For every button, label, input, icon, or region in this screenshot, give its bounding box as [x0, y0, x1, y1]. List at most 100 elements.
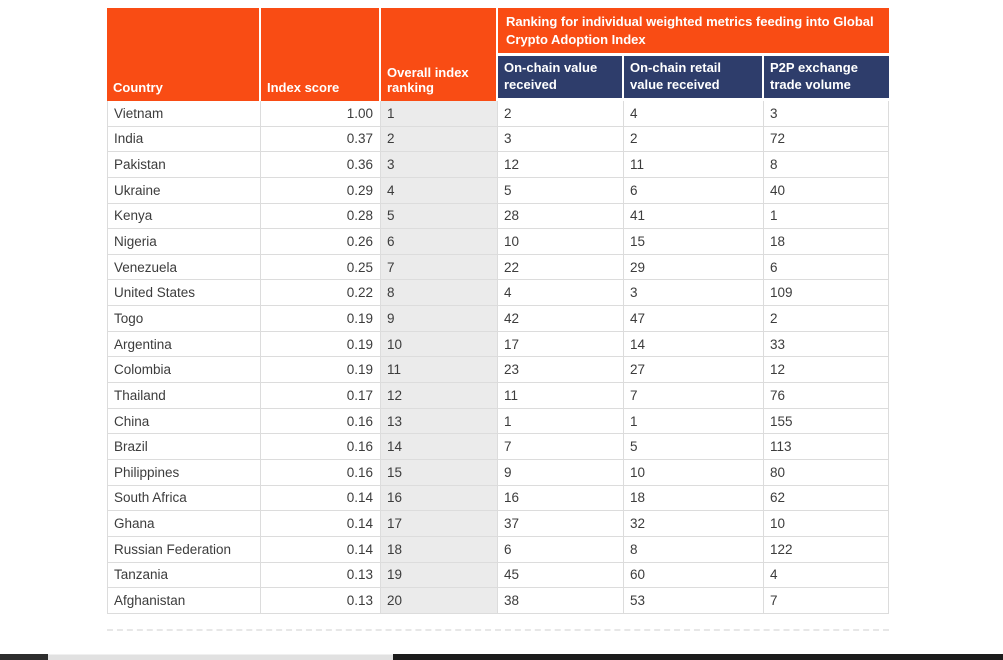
- table-row: Vietnam 1.00 1 2 4 3: [107, 101, 889, 127]
- table-row: Thailand 0.17 12 11 7 76: [107, 383, 889, 409]
- index-score-cell: 0.16: [261, 408, 381, 435]
- table-row: Afghanistan 0.13 20 38 53 7: [107, 588, 889, 614]
- on-chain-value-cell: 1: [498, 408, 624, 435]
- column-header-on-chain-retail: On-chain retail value received: [624, 56, 764, 101]
- overall-ranking-cell: 20: [381, 588, 498, 614]
- country-cell: Brazil: [107, 434, 261, 460]
- bottom-bar-left: [0, 654, 48, 660]
- table-row: Venezuela 0.25 7 22 29 6: [107, 254, 889, 281]
- on-chain-retail-cell: 11: [624, 152, 764, 178]
- overall-ranking-cell: 10: [381, 331, 498, 358]
- country-cell: Tanzania: [107, 562, 261, 589]
- on-chain-value-cell: 42: [498, 306, 624, 332]
- on-chain-value-cell: 38: [498, 588, 624, 614]
- index-score-cell: 0.19: [261, 357, 381, 384]
- country-cell: Pakistan: [107, 152, 261, 178]
- bottom-bar-middle: [48, 654, 393, 660]
- table-row: Russian Federation 0.14 18 6 8 122: [107, 536, 889, 563]
- country-cell: Nigeria: [107, 229, 261, 255]
- country-cell: Venezuela: [107, 254, 261, 281]
- column-header-country: Country: [107, 8, 261, 101]
- p2p-volume-cell: 6: [764, 254, 889, 281]
- table-row: Brazil 0.16 14 7 5 113: [107, 434, 889, 460]
- on-chain-value-cell: 10: [498, 229, 624, 255]
- index-score-cell: 0.26: [261, 229, 381, 255]
- overall-ranking-cell: 6: [381, 229, 498, 255]
- country-cell: Togo: [107, 306, 261, 332]
- overall-ranking-cell: 13: [381, 408, 498, 435]
- index-score-cell: 0.19: [261, 306, 381, 332]
- country-cell: Russian Federation: [107, 536, 261, 563]
- on-chain-retail-cell: 53: [624, 588, 764, 614]
- overall-ranking-cell: 19: [381, 562, 498, 589]
- index-score-cell: 0.16: [261, 434, 381, 460]
- on-chain-value-cell: 9: [498, 459, 624, 486]
- on-chain-retail-cell: 47: [624, 306, 764, 332]
- on-chain-retail-cell: 8: [624, 536, 764, 563]
- on-chain-value-cell: 5: [498, 177, 624, 204]
- on-chain-retail-cell: 18: [624, 485, 764, 512]
- index-score-cell: 0.17: [261, 383, 381, 409]
- column-header-on-chain-value: On-chain value received: [498, 56, 624, 101]
- table-row: Togo 0.19 9 42 47 2: [107, 306, 889, 332]
- index-score-cell: 0.13: [261, 562, 381, 589]
- adoption-index-table: Country Index score Overall index rankin…: [107, 8, 889, 614]
- metrics-banner-header: Ranking for individual weighted metrics …: [498, 8, 889, 56]
- country-cell: United States: [107, 280, 261, 307]
- p2p-volume-cell: 40: [764, 177, 889, 204]
- country-cell: India: [107, 126, 261, 153]
- country-cell: Thailand: [107, 383, 261, 409]
- p2p-volume-cell: 2: [764, 306, 889, 332]
- table-row: Nigeria 0.26 6 10 15 18: [107, 229, 889, 255]
- country-cell: Vietnam: [107, 101, 261, 127]
- country-cell: South Africa: [107, 485, 261, 512]
- country-cell: Argentina: [107, 331, 261, 358]
- country-cell: China: [107, 408, 261, 435]
- p2p-volume-cell: 18: [764, 229, 889, 255]
- index-score-cell: 0.22: [261, 280, 381, 307]
- on-chain-value-cell: 22: [498, 254, 624, 281]
- p2p-volume-cell: 122: [764, 536, 889, 563]
- p2p-volume-cell: 113: [764, 434, 889, 460]
- table-row: India 0.37 2 3 2 72: [107, 126, 889, 153]
- table-row: Tanzania 0.13 19 45 60 4: [107, 562, 889, 589]
- p2p-volume-cell: 8: [764, 152, 889, 178]
- country-cell: Ghana: [107, 511, 261, 537]
- p2p-volume-cell: 33: [764, 331, 889, 358]
- on-chain-retail-cell: 3: [624, 280, 764, 307]
- on-chain-retail-cell: 32: [624, 511, 764, 537]
- overall-ranking-cell: 18: [381, 536, 498, 563]
- index-score-cell: 0.16: [261, 459, 381, 486]
- column-header-overall-ranking: Overall index ranking: [381, 8, 498, 101]
- on-chain-value-cell: 3: [498, 126, 624, 153]
- index-score-cell: 0.19: [261, 331, 381, 358]
- on-chain-value-cell: 4: [498, 280, 624, 307]
- country-cell: Philippines: [107, 459, 261, 486]
- country-cell: Kenya: [107, 203, 261, 230]
- index-score-cell: 0.29: [261, 177, 381, 204]
- country-cell: Colombia: [107, 357, 261, 384]
- p2p-volume-cell: 12: [764, 357, 889, 384]
- index-score-cell: 0.28: [261, 203, 381, 230]
- p2p-volume-cell: 10: [764, 511, 889, 537]
- index-score-cell: 0.13: [261, 588, 381, 614]
- on-chain-retail-cell: 2: [624, 126, 764, 153]
- country-cell: Ukraine: [107, 177, 261, 204]
- p2p-volume-cell: 62: [764, 485, 889, 512]
- index-score-cell: 0.25: [261, 254, 381, 281]
- on-chain-retail-cell: 5: [624, 434, 764, 460]
- p2p-volume-cell: 155: [764, 408, 889, 435]
- table-row: Argentina 0.19 10 17 14 33: [107, 331, 889, 358]
- on-chain-retail-cell: 60: [624, 562, 764, 589]
- overall-ranking-cell: 15: [381, 459, 498, 486]
- dotted-separator: [107, 629, 889, 631]
- on-chain-value-cell: 11: [498, 383, 624, 409]
- p2p-volume-cell: 1: [764, 203, 889, 230]
- on-chain-value-cell: 6: [498, 536, 624, 563]
- on-chain-value-cell: 28: [498, 203, 624, 230]
- table-row: Colombia 0.19 11 23 27 12: [107, 357, 889, 384]
- on-chain-retail-cell: 7: [624, 383, 764, 409]
- overall-ranking-cell: 7: [381, 254, 498, 281]
- overall-ranking-cell: 16: [381, 485, 498, 512]
